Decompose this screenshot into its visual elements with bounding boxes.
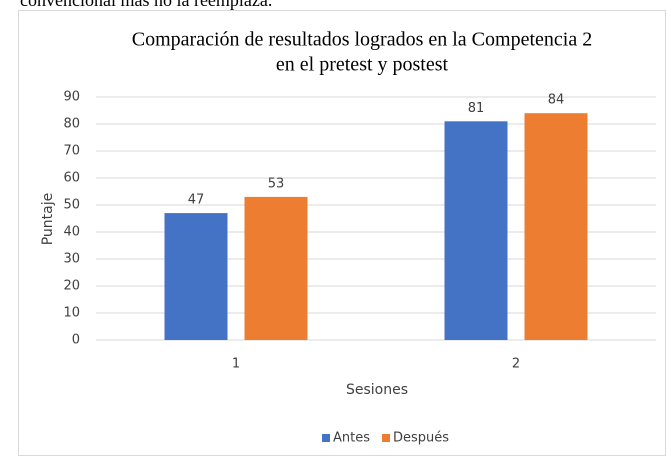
x-axis-label: Sesiones — [346, 382, 408, 398]
x-tick-label: 1 — [232, 357, 240, 372]
data-label: 53 — [268, 176, 285, 191]
legend-label: Antes — [333, 431, 370, 446]
y-tick-label: 60 — [63, 171, 80, 186]
y-tick-label: 10 — [63, 306, 80, 321]
legend-label: Después — [393, 431, 449, 446]
y-tick-label: 90 — [63, 90, 80, 105]
y-tick-label: 40 — [63, 225, 80, 240]
header-text: convencional más no la reemplaza. — [20, 0, 272, 10]
y-axis-label: Puntaje — [40, 193, 56, 246]
legend-swatch — [382, 434, 391, 442]
bar — [164, 213, 228, 340]
y-tick-label: 80 — [63, 117, 80, 132]
legend-swatch — [322, 434, 330, 442]
bar — [524, 113, 588, 340]
chart-title: Comparación de resultados logrados en la… — [132, 29, 592, 51]
y-tick-label: 70 — [63, 144, 80, 159]
chart-title: en el pretest y postest — [276, 54, 449, 76]
y-tick-label: 50 — [63, 198, 80, 213]
y-tick-label: 0 — [72, 333, 80, 348]
data-label: 81 — [468, 101, 485, 116]
y-tick-label: 30 — [63, 252, 80, 267]
data-label: 47 — [188, 193, 205, 208]
bar — [444, 121, 508, 340]
y-tick-label: 20 — [63, 279, 80, 294]
bar — [244, 196, 308, 340]
data-label: 84 — [548, 93, 565, 108]
x-tick-label: 2 — [512, 357, 520, 372]
